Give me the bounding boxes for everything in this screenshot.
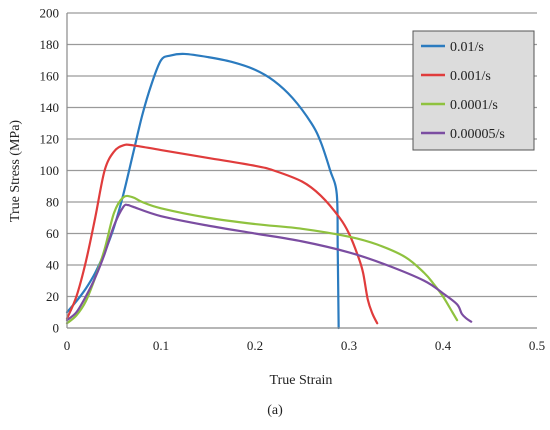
y-tick-label: 0: [53, 321, 60, 336]
figure-caption: (a): [267, 403, 283, 418]
legend: 0.01/s 0.001/s 0.0001/s 0.00005/s: [412, 30, 535, 151]
y-tick-label: 140: [40, 100, 60, 115]
x-tick-label: 0.3: [341, 338, 357, 353]
y-tick-label: 40: [46, 258, 59, 273]
series-line: [65, 52, 340, 330]
x-tick-label: 0.4: [435, 338, 452, 353]
y-tick-label: 20: [46, 289, 59, 304]
y-tick-label: 160: [40, 69, 60, 84]
x-tick-label: 0.1: [153, 338, 169, 353]
axes: [66, 13, 537, 329]
legend-label: 0.001/s: [450, 69, 491, 84]
series-line: [65, 203, 473, 323]
series-line: [65, 194, 459, 325]
y-tick-label: 120: [40, 132, 60, 147]
y-tick-label: 80: [46, 195, 59, 210]
legend-label: 0.00005/s: [450, 127, 505, 142]
legend-label: 0.0001/s: [450, 98, 498, 113]
stress-strain-chart: 0 20 40 60 80 100 120 140 160 180 200 0 0.1 0.2 0.3 0.…: [8, 6, 545, 389]
y-tick-label: 100: [40, 163, 60, 178]
x-axis-title: True Strain: [270, 373, 333, 388]
y-axis-title: True Stress (MPa): [8, 120, 23, 222]
legend-label: 0.01/s: [450, 40, 484, 55]
y-tick-label: 60: [46, 226, 59, 241]
series-layer: [65, 52, 473, 330]
legend-box: [412, 30, 535, 151]
x-tick-labels: 0 0.1 0.2 0.3 0.4 0.5: [64, 338, 545, 353]
y-tick-label: 180: [40, 37, 60, 52]
series-line: [65, 143, 379, 325]
x-tick-label: 0.5: [529, 338, 545, 353]
x-tick-label: 0.2: [247, 338, 263, 353]
y-tick-labels: 0 20 40 60 80 100 120 140 160 180 200: [40, 6, 60, 336]
x-tick-label: 0: [64, 338, 71, 353]
y-tick-label: 200: [40, 6, 60, 21]
